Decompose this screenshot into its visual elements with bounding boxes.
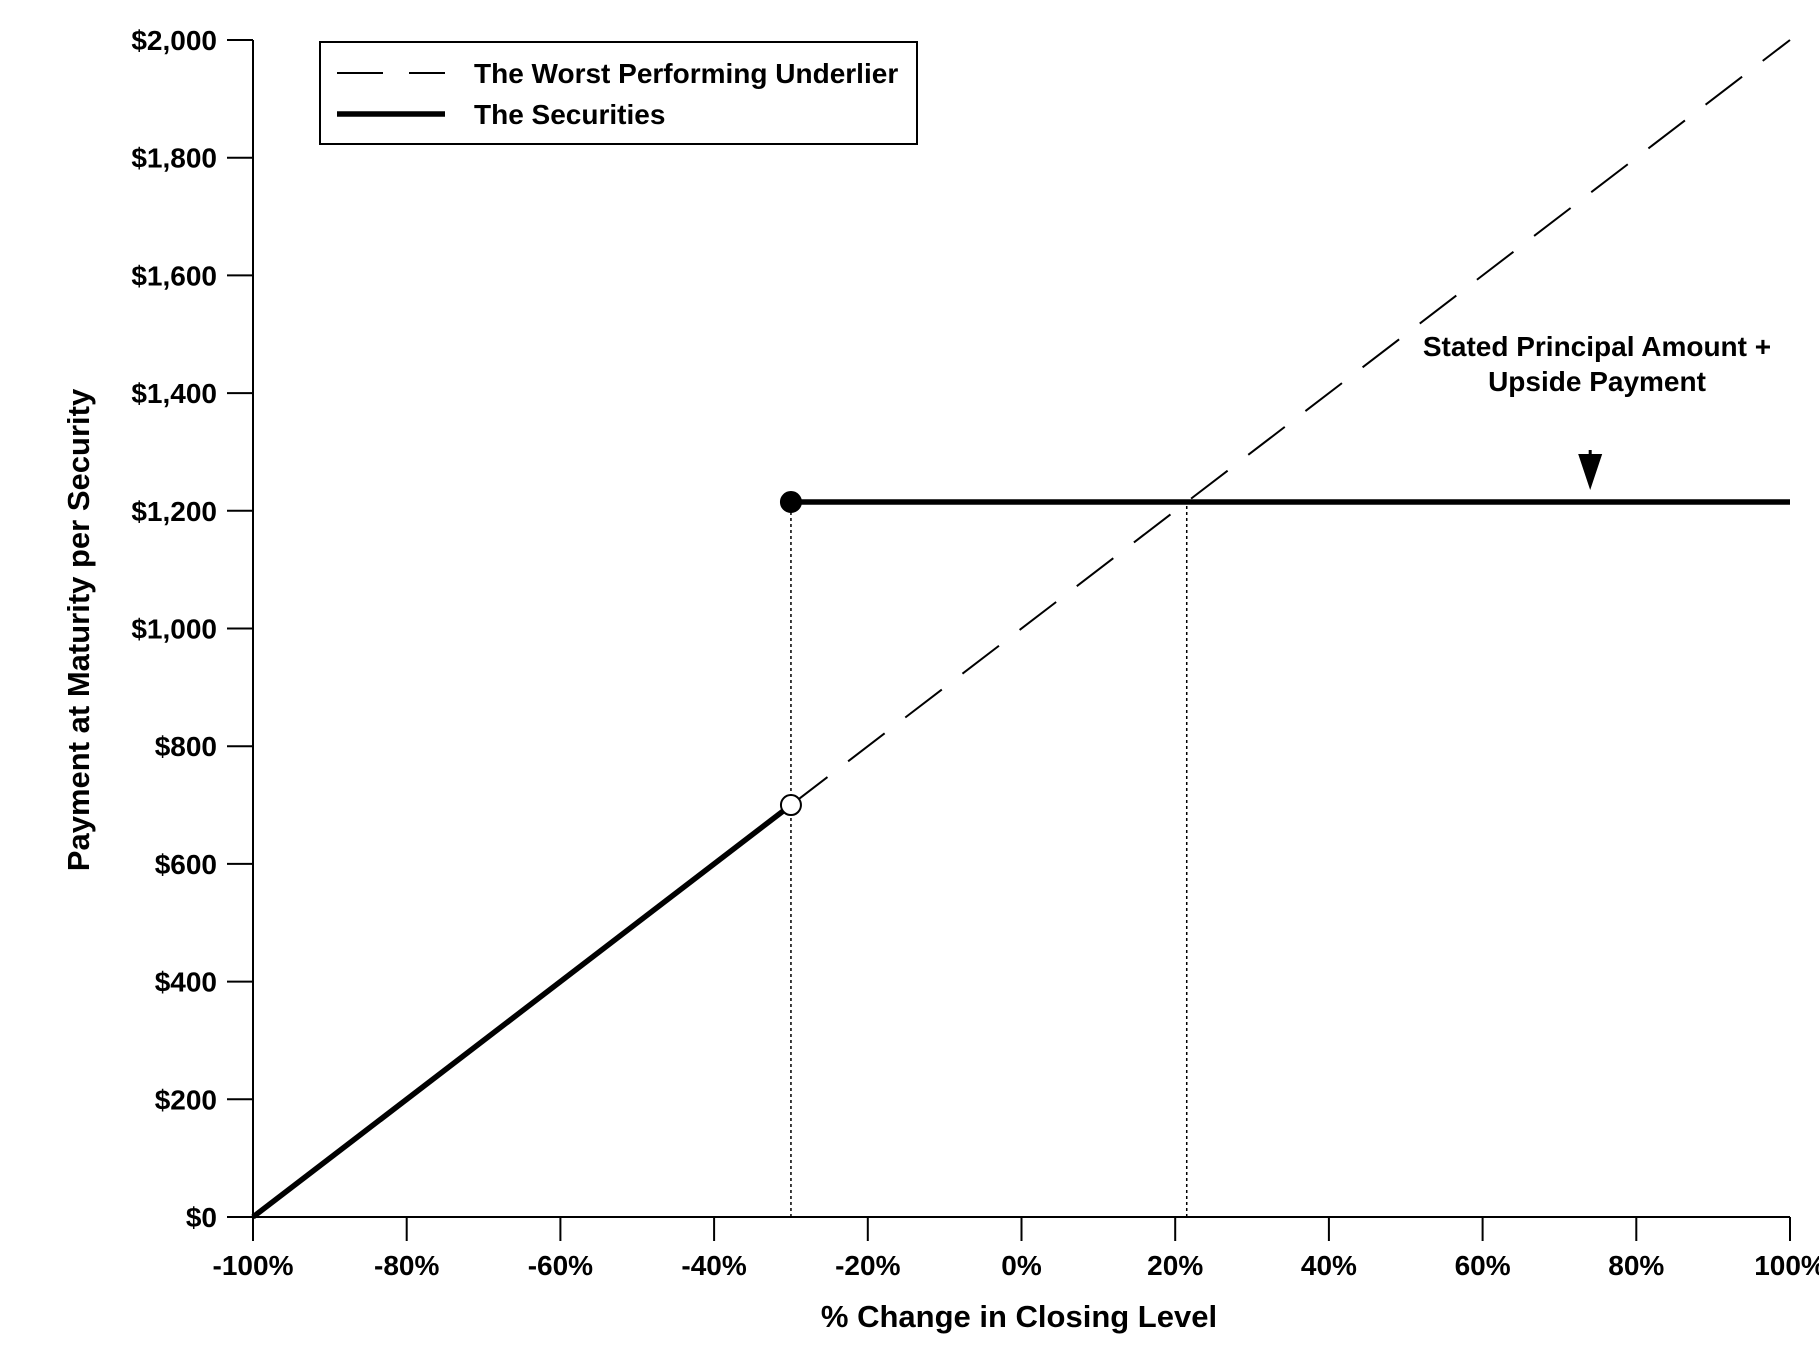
x-tick-label: 0% [1001,1250,1042,1281]
y-tick-label: $0 [186,1202,217,1233]
x-tick-label: 80% [1608,1250,1664,1281]
y-tick-label: $2,000 [131,25,217,56]
x-tick-label: 100% [1754,1250,1819,1281]
x-tick-label: -60% [528,1250,593,1281]
markers [779,490,802,817]
legend: The Worst Performing Underlier The Secur… [319,41,918,145]
open-marker [779,794,802,817]
y-tick-label: $600 [155,849,217,880]
y-tick-label: $1,600 [131,260,217,291]
y-tick-label: $400 [155,967,217,998]
x-tick-label: -80% [374,1250,439,1281]
x-axis-title: % Change in Closing Level [821,1299,1217,1334]
series-line-securities [251,802,793,1220]
y-tick-label: $1,200 [131,496,217,527]
legend-label-underlier: The Worst Performing Underlier [474,58,898,89]
y-tick-label: $800 [155,731,217,762]
x-tick-label: 40% [1301,1250,1357,1281]
series-lines [251,39,1791,1220]
x-tick-label: -40% [681,1250,746,1281]
x-tick-label: 20% [1147,1250,1203,1281]
annotation-arrow-head [1578,453,1603,490]
annotation-line-1: Stated Principal Amount + [1423,331,1771,362]
y-tick-label: $200 [155,1084,217,1115]
annotation-line-2: Upside Payment [1488,366,1706,397]
legend-label-securities: The Securities [474,99,665,130]
axes: $0 $200 $400 $600 $800 $1,000 $1,200 $1,400 $1,6… [131,25,1819,1281]
y-tick-label: $1,800 [131,143,217,174]
x-tick-label: -20% [835,1250,900,1281]
x-tick-label: -100% [213,1250,294,1281]
y-axis-title: Payment at Maturity per Security [61,388,96,871]
x-tick-label: 60% [1455,1250,1511,1281]
reference-lines [790,501,1188,1217]
y-tick-label: $1,000 [131,614,217,645]
filled-marker [779,490,802,513]
legend-box [319,41,918,145]
annotation-stated-principal: Stated Principal Amount + Upside Payment [1423,331,1771,490]
series-line-underlier [790,39,1791,806]
y-tick-label: $1,400 [131,378,217,409]
